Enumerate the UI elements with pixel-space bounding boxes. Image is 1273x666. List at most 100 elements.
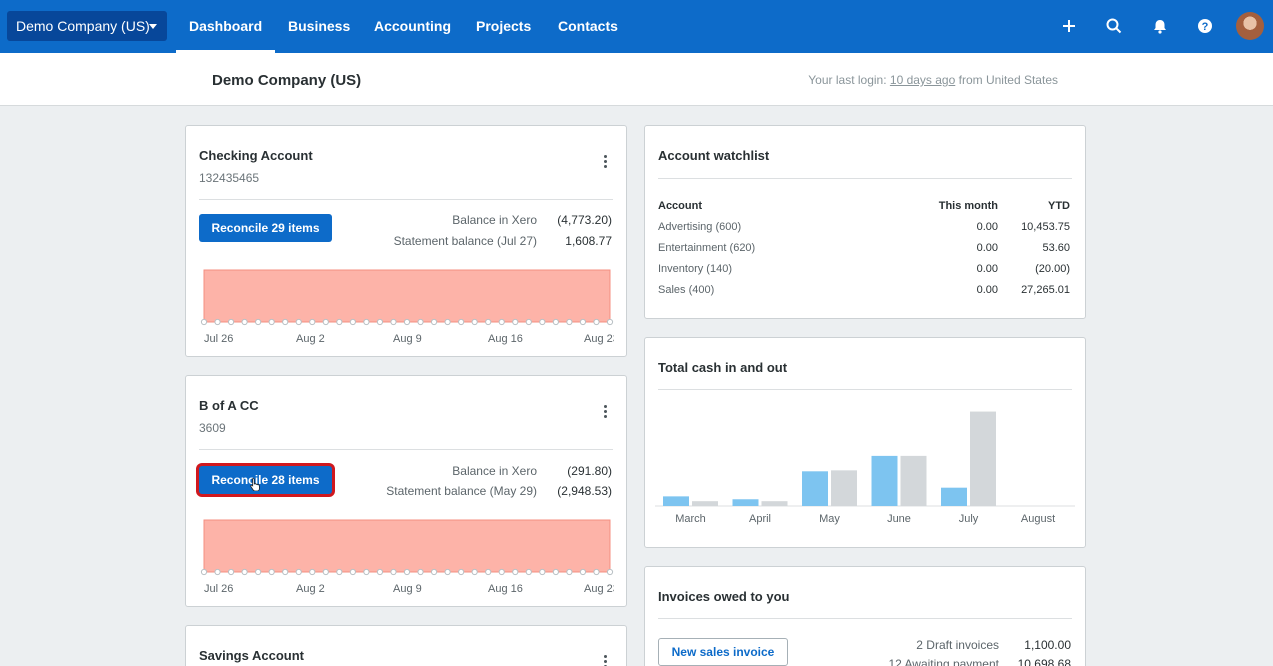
daily-point [471,318,478,326]
divider [199,449,613,450]
x-tick-label: Aug 2 [296,333,325,345]
kebab-menu-icon[interactable] [604,155,608,169]
bell-icon[interactable] [1150,16,1170,36]
nav-contacts[interactable]: Contacts [558,18,618,34]
daily-point [309,318,316,326]
help-icon[interactable]: ? [1195,16,1215,36]
reconcile-button[interactable]: Reconcile 28 items [199,466,332,494]
daily-point [200,568,208,576]
kebab-menu-icon[interactable] [604,655,608,666]
daily-point [403,318,411,326]
daily-point [390,568,397,576]
daily-point [309,568,316,576]
area-fill [203,519,611,573]
bar[interactable] [831,470,857,506]
reconcile-button[interactable]: Reconcile 29 items [199,214,332,242]
col-ytd: YTD [1048,200,1070,212]
account-name[interactable]: Entertainment (620) [658,241,756,254]
bar[interactable] [871,455,898,506]
ytd-value: 27,265.01 [1021,283,1070,296]
nav-dashboard[interactable]: Dashboard [175,0,276,53]
x-tick-label: August [1021,513,1055,525]
checking-account-card: Checking Account 132435465 Reconcile 29 … [185,125,627,357]
daily-point [512,318,519,326]
col-account: Account [658,200,702,212]
login-link[interactable]: 10 days ago [889,73,956,87]
account-number: 3609 [199,421,226,435]
daily-point [485,318,492,326]
org-switcher[interactable]: Demo Company (US) [7,11,167,41]
card-title: Account watchlist [658,148,770,163]
divider [658,389,1072,390]
svg-text:?: ? [1202,21,1209,33]
daily-point [295,318,302,326]
card-title[interactable]: B of A CC [199,398,259,413]
nav-accounting[interactable]: Accounting [374,18,451,34]
account-name[interactable]: Sales (400) [658,283,715,296]
table-row[interactable]: Sales (400) 0.00 27,265.01 [658,279,1070,300]
search-icon[interactable] [1104,16,1124,36]
login-prefix: Your last login: [808,73,890,87]
daily-point [241,568,248,576]
daily-point [525,318,532,326]
account-name[interactable]: Inventory (140) [658,262,732,275]
kebab-menu-icon[interactable] [604,405,608,419]
daily-point [268,568,275,576]
ytd-value: (20.00) [1035,262,1070,275]
daily-point [552,318,559,326]
divider [199,199,613,200]
daily-point [417,318,424,326]
x-tick-label: Jul 26 [204,583,233,595]
x-tick-label: Aug 2 [296,583,325,595]
daily-point [403,568,411,576]
statement-value: (2,948.53) [557,484,612,498]
balance-value: (4,773.20) [557,213,612,227]
balance-value: (291.80) [567,464,612,478]
daily-point [282,318,289,326]
bar[interactable] [663,496,689,506]
awaiting-payment-link[interactable]: 12 Awaiting payment [888,657,999,666]
daily-point [593,568,600,576]
daily-point [363,318,370,326]
table-header-row: Account This month YTD [658,196,1070,216]
nav-projects[interactable]: Projects [476,18,532,34]
bar[interactable] [802,471,828,506]
caret-down-icon [149,24,157,29]
plus-icon[interactable] [1059,16,1079,36]
table-row[interactable]: Inventory (140) 0.00 (20.00) [658,258,1070,279]
col-this-month: This month [938,200,998,212]
bar[interactable] [900,455,927,506]
statement-label: Statement balance (May 29) [386,484,537,498]
daily-point [430,318,438,326]
table-row[interactable]: Entertainment (620) 0.00 53.60 [658,237,1070,258]
bar[interactable] [970,411,996,506]
card-title[interactable]: Checking Account [199,148,313,163]
account-name[interactable]: Advertising (600) [658,220,742,233]
bar[interactable] [761,501,788,506]
bar[interactable] [692,501,718,506]
account-number: 132435465 [199,171,260,185]
draft-invoices-link[interactable]: 2 Draft invoices [916,638,999,652]
hand-cursor-icon [250,478,260,491]
card-title[interactable]: Savings Account [199,648,304,663]
awaiting-payment-value: 10,698.68 [1017,657,1071,666]
bar[interactable] [941,487,967,506]
this-month-value: 0.00 [976,220,998,233]
daily-point [417,568,424,576]
invoices-owed-card: Invoices owed to you New sales invoice 2… [644,566,1086,666]
daily-point [512,568,519,576]
daily-point [227,318,235,326]
table-row[interactable]: Advertising (600) 0.00 10,453.75 [658,216,1070,237]
new-sales-invoice-button[interactable]: New sales invoice [658,638,788,666]
bar[interactable] [732,499,759,506]
nav-business[interactable]: Business [288,18,351,34]
this-month-value: 0.00 [976,283,998,296]
daily-point [376,568,384,576]
avatar[interactable] [1236,12,1264,40]
daily-point [579,568,587,576]
daily-point [282,568,289,576]
daily-point [606,568,614,576]
balance-area-chart: Jul 26 Aug 2 Aug 9 Aug 16 Aug 23 [200,519,614,595]
daily-point [498,568,505,576]
daily-point [566,568,573,576]
